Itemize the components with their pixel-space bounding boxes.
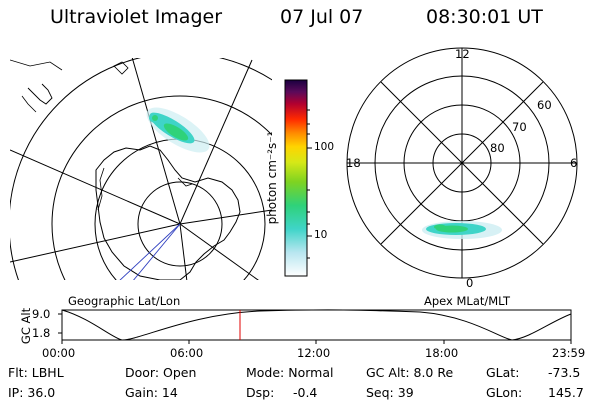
status-glat-label: GLat: bbox=[486, 365, 520, 380]
colorbar-tick-100: 100 bbox=[314, 141, 335, 153]
instrument-title: Ultraviolet Imager bbox=[50, 6, 223, 28]
status-gc-alt: GC Alt: 8.0 Re bbox=[366, 365, 454, 380]
colorbar-unit-label: photon cm⁻²s⁻¹ bbox=[265, 131, 279, 225]
mlt-label-6: 6 bbox=[570, 156, 578, 170]
altitude-xtick-2359: 23:59 bbox=[552, 346, 586, 360]
altitude-ytick-1-8: 1.8 bbox=[32, 326, 51, 340]
mlt-label-12: 12 bbox=[455, 47, 470, 61]
status-seq: Seq: 39 bbox=[366, 385, 414, 400]
mlt-label-18: 18 bbox=[346, 156, 361, 170]
date-label: 07 Jul 07 bbox=[280, 6, 364, 28]
altitude-xtick-1200: 12:00 bbox=[297, 346, 331, 360]
status-dsp-value: -0.4 bbox=[293, 385, 318, 400]
colorbar-tick-10: 10 bbox=[314, 229, 328, 241]
altitude-curve bbox=[61, 309, 572, 341]
aurora-emission-geographic bbox=[146, 107, 210, 153]
altitude-ytick-9: 9.0 bbox=[32, 307, 51, 321]
status-glon-label: GLon: bbox=[486, 385, 523, 400]
mlat-label-70: 70 bbox=[512, 120, 527, 134]
status-door: Door: Open bbox=[125, 365, 197, 380]
status-dsp-label: Dsp: bbox=[246, 385, 275, 400]
altitude-xtick-0600: 06:00 bbox=[170, 346, 204, 360]
geographic-map-label: Geographic Lat/Lon bbox=[68, 294, 181, 308]
mlat-label-60: 60 bbox=[537, 98, 552, 112]
apex-map bbox=[346, 47, 578, 279]
apex-map-label: Apex MLat/MLT bbox=[424, 294, 511, 308]
status-filter: Flt: LBHL bbox=[8, 365, 64, 380]
mlt-label-0: 0 bbox=[466, 276, 474, 290]
mlat-label-80: 80 bbox=[490, 141, 505, 155]
status-mode: Mode: Normal bbox=[246, 365, 334, 380]
aurora-emission-apex bbox=[422, 221, 502, 239]
status-ip: IP: 36.0 bbox=[8, 385, 56, 400]
altitude-ylabel: GC Alt bbox=[19, 307, 33, 345]
time-label: 08:30:01 UT bbox=[426, 6, 543, 28]
geographic-map bbox=[10, 58, 272, 280]
continent-outline bbox=[95, 145, 241, 280]
colorbar bbox=[284, 79, 308, 277]
altitude-plot bbox=[58, 309, 572, 344]
status-glat-value: -73.5 bbox=[548, 365, 581, 380]
altitude-xtick-1800: 18:00 bbox=[425, 346, 459, 360]
status-glon-value: 145.7 bbox=[548, 385, 584, 400]
altitude-xtick-0000: 00:00 bbox=[42, 346, 76, 360]
status-gain: Gain: 14 bbox=[125, 385, 178, 400]
